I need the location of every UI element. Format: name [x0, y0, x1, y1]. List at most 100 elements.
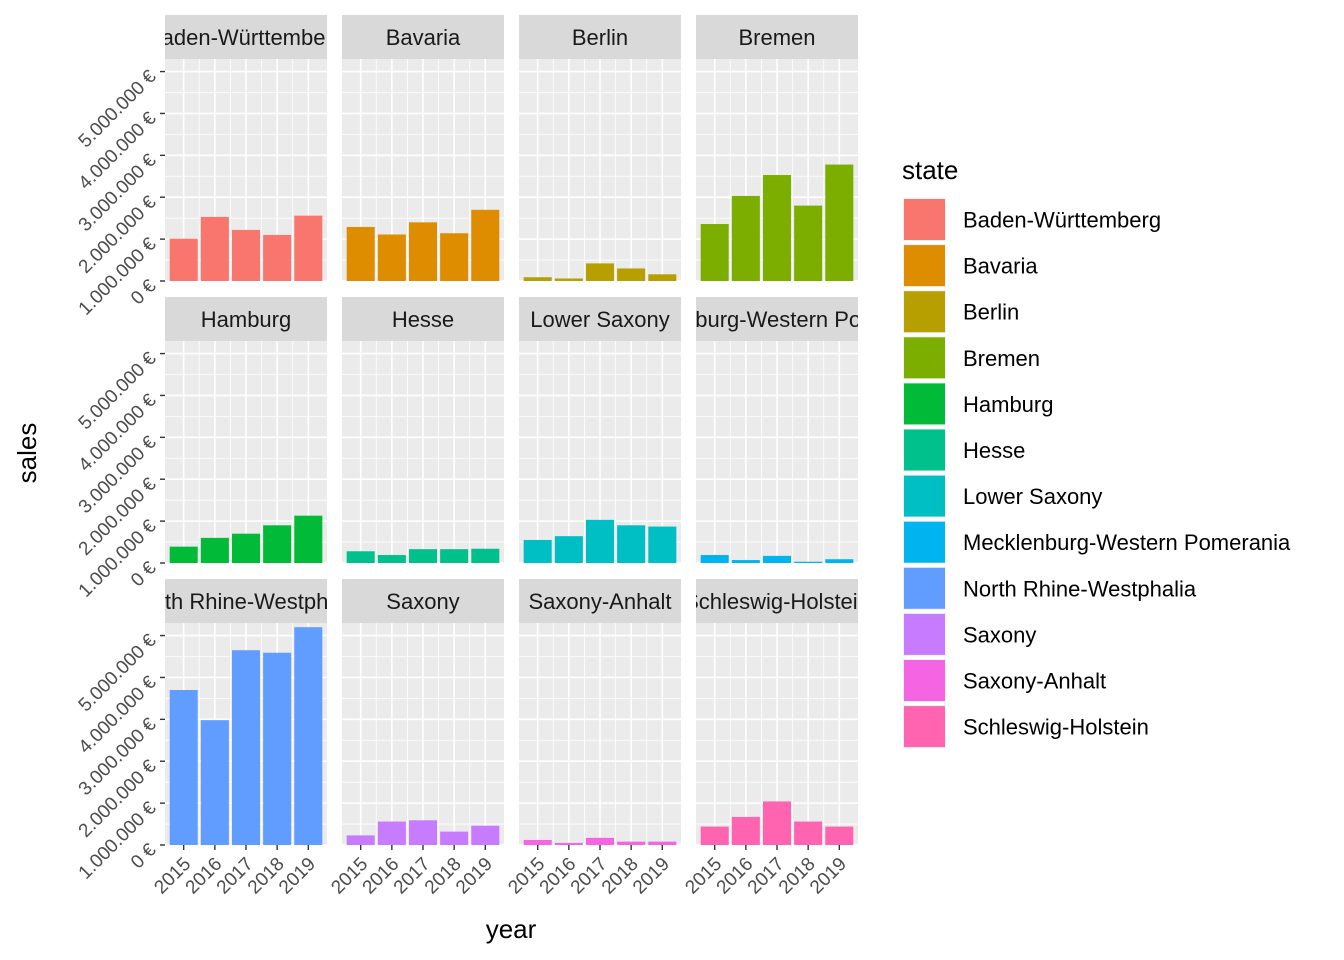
bar-bavaria-2015 — [346, 226, 375, 281]
bar-hesse-2018 — [440, 549, 469, 563]
legend-swatch — [904, 199, 945, 240]
bar-berlin-2019 — [648, 274, 677, 281]
bar-north-rhine-westphalia-2015 — [169, 690, 198, 845]
panel-mecklenburg-western-pomerania: Mecklenburg-Western Pomerania — [613, 297, 941, 564]
y-axis-title: sales — [12, 423, 42, 484]
strip-background — [342, 579, 504, 623]
strip-background — [342, 297, 504, 341]
strip-background — [342, 15, 504, 59]
y-tick-label: 0 € — [127, 557, 161, 591]
bar-baden-wurttemberg-2017 — [231, 229, 261, 281]
bar-bremen-2017 — [762, 175, 792, 281]
legend-label: Baden-Württemberg — [963, 208, 1161, 233]
panel-north-rhine-westphalia: North Rhine-Westphalia — [165, 579, 327, 846]
bar-mecklenburg-western-pomerania-2018 — [794, 561, 823, 563]
strip-label: Lower Saxony — [530, 307, 669, 332]
bar-baden-wurttemberg-2018 — [263, 234, 292, 281]
legend-label: Lower Saxony — [963, 484, 1102, 509]
strip-label: Mecklenburg-Western Pomerania — [613, 307, 941, 332]
legend-swatch — [904, 567, 945, 609]
panel-bavaria: Bavaria — [342, 15, 504, 282]
legend-item-saxony: Saxony — [903, 612, 1036, 656]
strip-background — [519, 15, 681, 59]
legend-swatch — [904, 706, 945, 748]
legend-item-hamburg: Hamburg — [903, 382, 1053, 426]
x-axis-title: year — [486, 914, 537, 944]
panel-baden-wurttemberg: Baden-Württemberg — [147, 15, 345, 282]
bar-saxony-2015 — [346, 835, 375, 845]
bar-schleswig-holstein-2017 — [762, 801, 792, 845]
legend-label: Mecklenburg-Western Pomerania — [963, 530, 1291, 555]
bar-berlin-2015 — [523, 277, 552, 281]
strip-label: Saxony-Anhalt — [528, 589, 671, 614]
legend-swatch — [904, 613, 945, 655]
strip-label: Schleswig-Holstein — [684, 589, 870, 614]
legend-title: state — [902, 155, 958, 185]
x-tick-label: 2019 — [806, 854, 851, 899]
panel-schleswig-holstein: Schleswig-Holstein — [684, 579, 870, 846]
bar-mecklenburg-western-pomerania-2017 — [762, 555, 792, 563]
legend-label: Bavaria — [963, 254, 1038, 279]
panel-hamburg: Hamburg — [165, 297, 327, 564]
legend-swatch — [904, 429, 945, 471]
y-tick-label: 0 € — [127, 275, 161, 309]
bar-saxony-2019 — [471, 825, 500, 845]
bar-hesse-2017 — [408, 549, 438, 563]
bar-berlin-2018 — [617, 268, 646, 281]
strip-label: Baden-Württemberg — [147, 25, 345, 50]
legend-item-lower-saxony: Lower Saxony — [903, 474, 1102, 518]
bar-schleswig-holstein-2018 — [794, 821, 823, 845]
bar-bremen-2015 — [700, 224, 729, 281]
strip-background — [696, 15, 858, 59]
legend-swatch — [904, 383, 945, 425]
x-tick-label: 2019 — [275, 854, 320, 899]
bar-lower-saxony-2015 — [523, 539, 552, 563]
bar-saxony-2016 — [377, 821, 406, 845]
y-tick-label: 0 € — [127, 839, 161, 873]
legend-swatch — [904, 291, 945, 333]
bar-schleswig-holstein-2016 — [731, 816, 760, 845]
legend-swatch — [904, 245, 945, 287]
bar-hamburg-2017 — [231, 533, 261, 563]
bar-saxony-2017 — [408, 820, 438, 845]
bar-bavaria-2017 — [408, 222, 438, 281]
strip-label: Hesse — [392, 307, 454, 332]
bar-hesse-2015 — [346, 551, 375, 563]
bar-lower-saxony-2018 — [617, 525, 646, 563]
legend-label: North Rhine-Westphalia — [963, 576, 1197, 601]
bar-baden-wurttemberg-2016 — [200, 216, 229, 281]
legend-item-bavaria: Bavaria — [903, 244, 1038, 288]
bar-bremen-2018 — [794, 205, 823, 281]
strip-label: Berlin — [572, 25, 628, 50]
bar-schleswig-holstein-2019 — [825, 826, 854, 845]
legend-label: Hesse — [963, 438, 1025, 463]
bar-saxony-anhalt-2016 — [554, 842, 583, 845]
legend-item-bremen: Bremen — [903, 336, 1040, 380]
bar-north-rhine-westphalia-2016 — [200, 720, 229, 845]
panel-berlin: Berlin — [519, 15, 681, 282]
bar-hesse-2019 — [471, 548, 500, 563]
legend-item-hesse: Hesse — [903, 428, 1025, 472]
legend-label: Berlin — [963, 300, 1019, 325]
legend-item-mecklenburg-western-pomerania: Mecklenburg-Western Pomerania — [903, 520, 1291, 564]
bar-hamburg-2018 — [263, 525, 292, 563]
strip-label: Hamburg — [201, 307, 291, 332]
bar-saxony-anhalt-2017 — [585, 837, 615, 845]
legend-item-baden-wurttemberg: Baden-Württemberg — [903, 198, 1161, 241]
bar-lower-saxony-2019 — [648, 526, 677, 563]
legend-swatch — [904, 337, 945, 379]
x-tick-label: 2019 — [452, 854, 497, 899]
bar-mecklenburg-western-pomerania-2016 — [731, 560, 760, 563]
legend-label: Bremen — [963, 346, 1040, 371]
legend-label: Saxony — [963, 622, 1036, 647]
bar-lower-saxony-2017 — [585, 519, 615, 563]
strip-background — [165, 297, 327, 341]
panel-lower-saxony: Lower Saxony — [519, 297, 681, 564]
strip-background — [165, 579, 327, 623]
legend-item-north-rhine-westphalia: North Rhine-Westphalia — [903, 566, 1197, 610]
x-tick-label: 2019 — [629, 854, 674, 899]
bar-baden-wurttemberg-2015 — [169, 238, 198, 281]
legend-label: Schleswig-Holstein — [963, 715, 1149, 740]
bar-berlin-2017 — [585, 263, 615, 281]
